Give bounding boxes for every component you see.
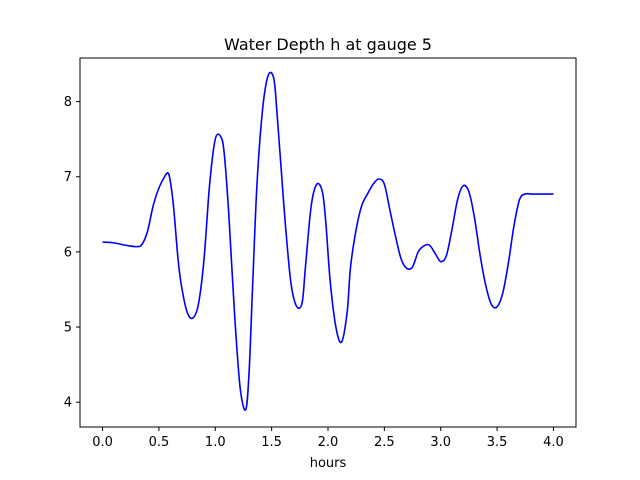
chart-title: Water Depth h at gauge 5	[224, 35, 432, 54]
y-tick-label: 6	[64, 245, 72, 260]
x-tick-label: 3.5	[487, 435, 508, 450]
axis-ticks: 0.0 0.5 1.0 1.5 2.0 2.5 3.0 3.5 4.0 4 5 6 7 8	[64, 95, 564, 450]
y-tick-label: 7	[64, 170, 72, 185]
x-tick-label: 0.5	[149, 435, 170, 450]
series-line-1	[102, 71, 554, 411]
axes-frame	[79, 57, 577, 428]
x-tick-label: 4.0	[543, 435, 564, 450]
x-tick-label: 2.0	[318, 435, 339, 450]
plot-area	[102, 71, 554, 411]
x-tick-label: 3.0	[430, 435, 451, 450]
x-tick-label: 1.5	[261, 435, 282, 450]
x-tick-label: 1.0	[205, 435, 226, 450]
y-tick-label: 4	[64, 396, 72, 411]
y-tick-label: 8	[64, 95, 72, 110]
x-axis-label: hours	[310, 456, 347, 471]
x-tick-label: 0.0	[92, 435, 113, 450]
x-tick-label: 2.5	[374, 435, 395, 450]
y-tick-label: 5	[64, 321, 72, 336]
